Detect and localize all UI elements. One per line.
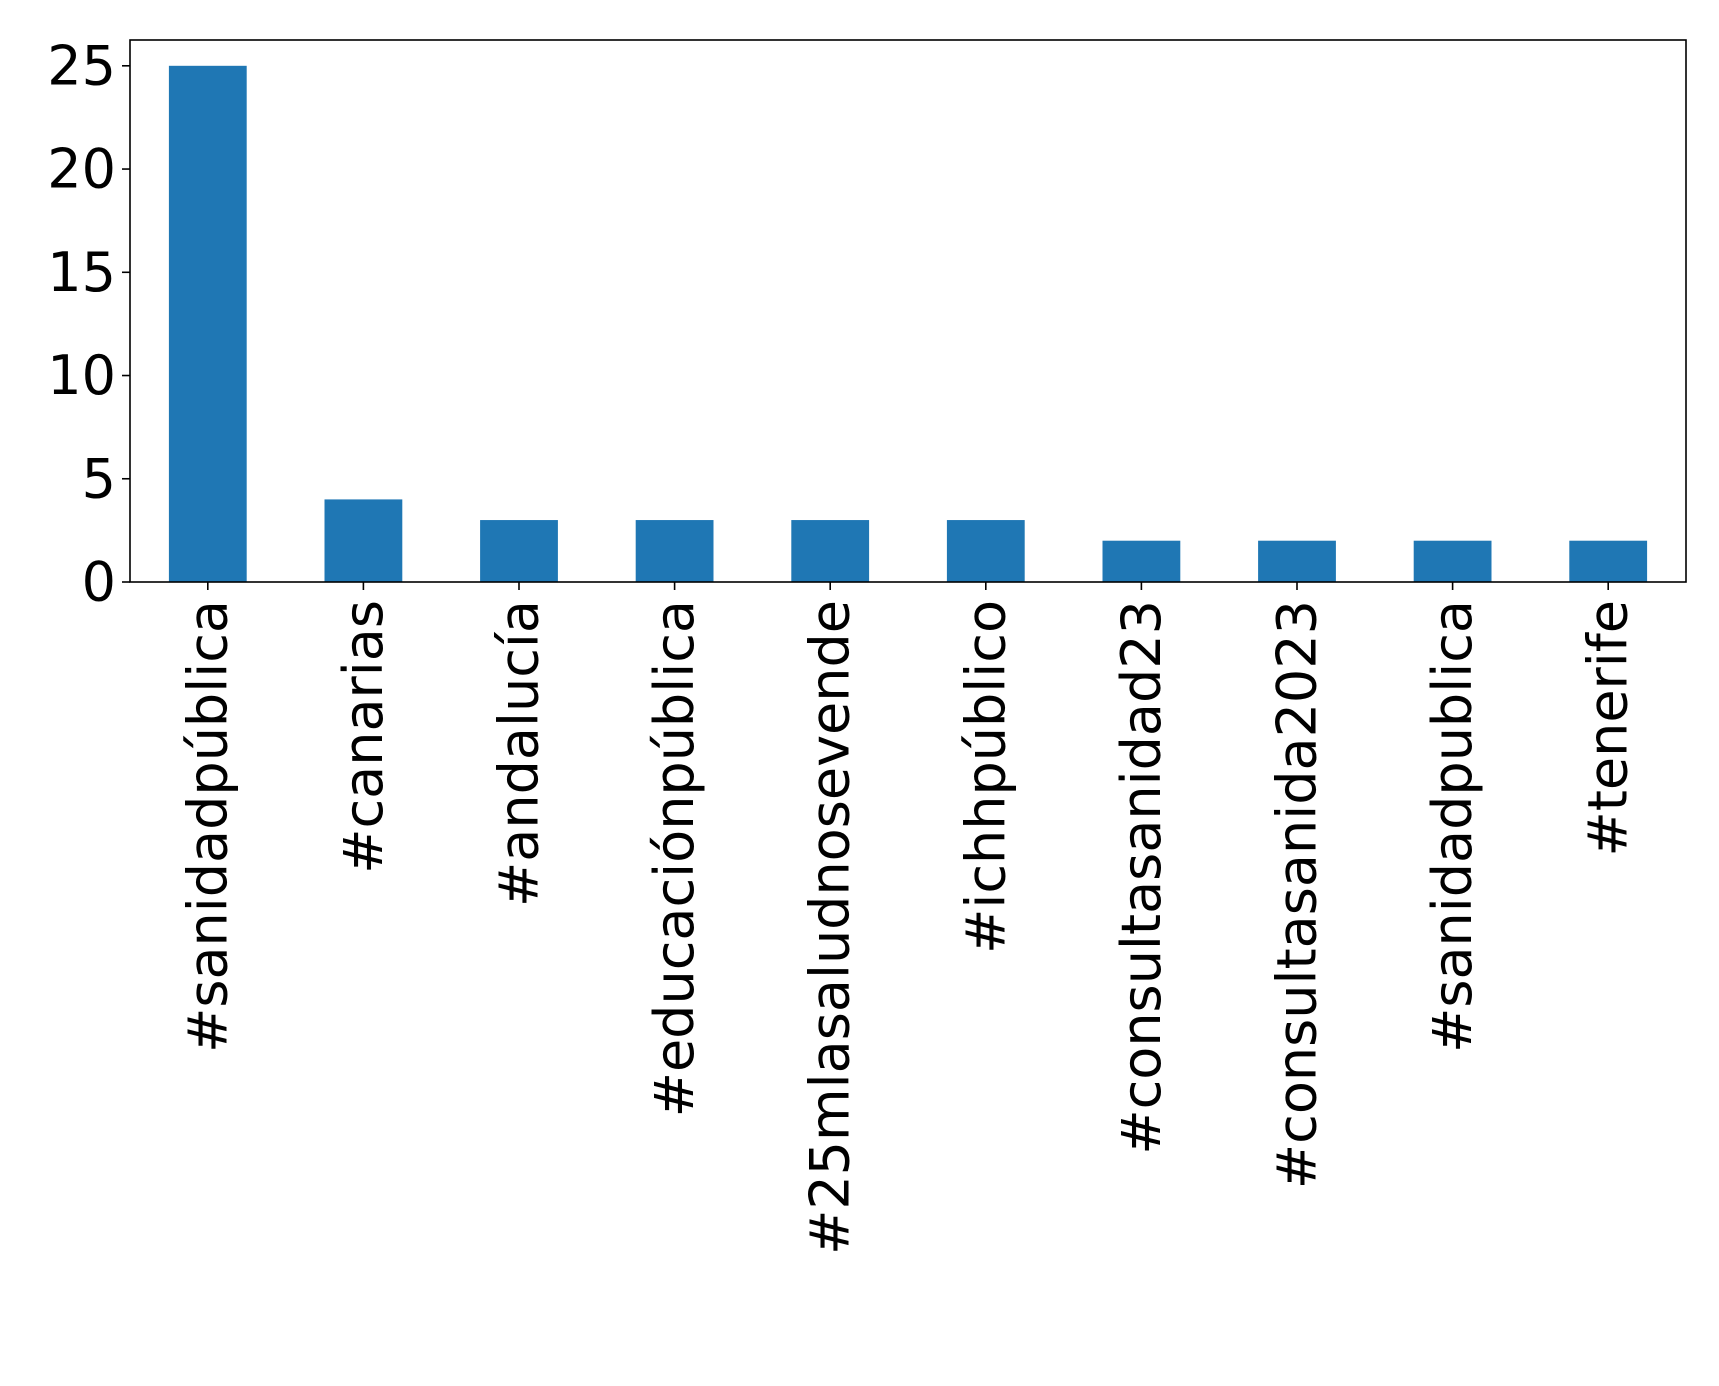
x-tick-label: #ichhpúblico [954, 600, 1017, 954]
bar [168, 65, 247, 583]
x-tick-label: #consultasanida2023 [1266, 600, 1329, 1189]
x-tick-label: #consultasanidad23 [1110, 600, 1173, 1155]
y-tick-label: 0 [82, 551, 116, 614]
x-tick-label: #sanidadpública [176, 600, 239, 1053]
bar [480, 520, 558, 582]
bar [1102, 540, 1181, 582]
x-axis-ticks: #sanidadpública #canarias #andalucía #educa… [176, 582, 1640, 1255]
x-tick-label: #tenerife [1577, 600, 1640, 857]
bar [635, 520, 714, 582]
x-tick-label: #educaciónpública [643, 600, 706, 1117]
x-tick-label: #sanidadpublica [1421, 600, 1484, 1053]
bar [324, 499, 403, 582]
y-axis-ticks: 0 5 10 15 20 25 [47, 34, 130, 614]
bar [1413, 540, 1492, 582]
x-tick-label: #canarias [332, 600, 395, 874]
bar [946, 520, 1025, 582]
bars-group [168, 65, 1648, 583]
y-tick-label: 20 [47, 138, 116, 201]
y-tick-label: 15 [47, 241, 116, 304]
y-tick-label: 25 [47, 34, 116, 97]
x-tick-label: #andalucía [488, 600, 551, 907]
y-tick-label: 10 [47, 344, 116, 407]
bar [1569, 540, 1648, 582]
y-tick-label: 5 [82, 447, 116, 510]
plot-frame [129, 39, 1687, 583]
bar [1258, 540, 1336, 582]
x-tick-label: #25mlasaludnosevende [799, 600, 862, 1255]
bar [791, 520, 870, 582]
